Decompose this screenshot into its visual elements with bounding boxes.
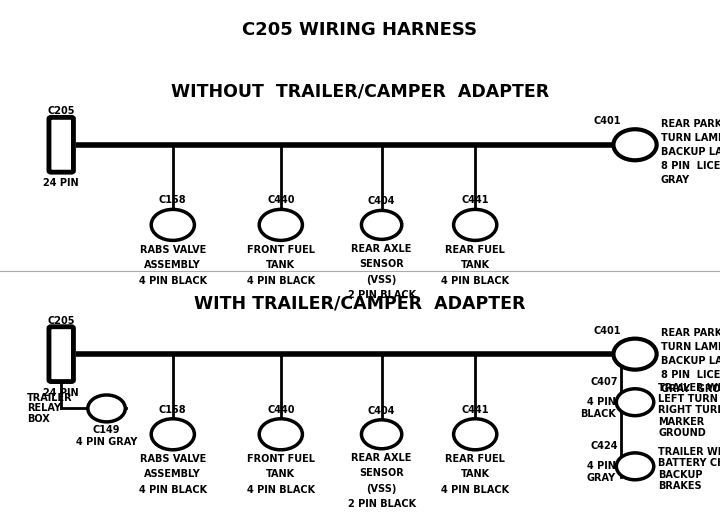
Text: WITHOUT  TRAILER/CAMPER  ADAPTER: WITHOUT TRAILER/CAMPER ADAPTER — [171, 83, 549, 101]
Text: C424: C424 — [590, 441, 618, 451]
Text: C407: C407 — [590, 377, 618, 387]
Text: C441: C441 — [462, 405, 489, 415]
Text: TRAILER WIRES: TRAILER WIRES — [658, 447, 720, 457]
Text: 4 PIN BLACK: 4 PIN BLACK — [441, 485, 509, 495]
FancyBboxPatch shape — [49, 117, 73, 172]
Text: BLACK: BLACK — [580, 408, 616, 419]
Text: 4 PIN BLACK: 4 PIN BLACK — [139, 485, 207, 495]
Text: 4 PIN BLACK: 4 PIN BLACK — [441, 276, 509, 285]
Text: C205: C205 — [48, 316, 75, 326]
Text: RABS VALVE: RABS VALVE — [140, 454, 206, 464]
Text: BACKUP LAMPS: BACKUP LAMPS — [661, 147, 720, 157]
Text: TANK: TANK — [461, 469, 490, 479]
Text: BATTERY CHARGE: BATTERY CHARGE — [658, 458, 720, 468]
Text: ASSEMBLY: ASSEMBLY — [145, 260, 201, 270]
Text: REAR FUEL: REAR FUEL — [445, 454, 505, 464]
Text: GRAY  GROUND: GRAY GROUND — [661, 384, 720, 394]
Circle shape — [151, 209, 194, 240]
Text: 8 PIN  LICENSE LAMPS: 8 PIN LICENSE LAMPS — [661, 370, 720, 381]
Text: 8 PIN  LICENSE LAMPS: 8 PIN LICENSE LAMPS — [661, 161, 720, 171]
Text: C404: C404 — [368, 196, 395, 206]
Text: C205: C205 — [48, 107, 75, 116]
Text: TRAILER: TRAILER — [27, 393, 73, 403]
Text: BACKUP: BACKUP — [658, 469, 703, 480]
Text: REAR AXLE: REAR AXLE — [351, 244, 412, 253]
Text: TRAILER WIRES: TRAILER WIRES — [658, 383, 720, 393]
Text: LEFT TURN: LEFT TURN — [658, 394, 718, 404]
Text: REAR FUEL: REAR FUEL — [445, 245, 505, 254]
Circle shape — [616, 389, 654, 416]
Circle shape — [454, 209, 497, 240]
Text: TURN LAMPS: TURN LAMPS — [661, 133, 720, 143]
Text: WITH TRAILER/CAMPER  ADAPTER: WITH TRAILER/CAMPER ADAPTER — [194, 295, 526, 313]
Text: (VSS): (VSS) — [366, 275, 397, 284]
Text: GROUND: GROUND — [658, 428, 706, 438]
Text: SENSOR: SENSOR — [359, 468, 404, 478]
Text: C441: C441 — [462, 195, 489, 205]
Circle shape — [151, 419, 194, 450]
Circle shape — [259, 419, 302, 450]
Text: RABS VALVE: RABS VALVE — [140, 245, 206, 254]
Text: C401: C401 — [593, 326, 621, 336]
Text: REAR PARK/STOP: REAR PARK/STOP — [661, 119, 720, 129]
Text: 2 PIN BLACK: 2 PIN BLACK — [348, 499, 415, 509]
Text: REAR PARK/STOP: REAR PARK/STOP — [661, 328, 720, 339]
Text: C440: C440 — [267, 405, 294, 415]
Text: C404: C404 — [368, 406, 395, 416]
Text: BRAKES: BRAKES — [658, 481, 702, 491]
Text: 24 PIN: 24 PIN — [43, 388, 79, 398]
Text: C158: C158 — [159, 195, 186, 205]
FancyBboxPatch shape — [49, 327, 73, 382]
Text: 4 PIN: 4 PIN — [587, 461, 616, 472]
Text: RELAY: RELAY — [27, 403, 61, 414]
Text: TANK: TANK — [266, 469, 295, 479]
Text: BACKUP LAMPS: BACKUP LAMPS — [661, 356, 720, 367]
Text: 2 PIN BLACK: 2 PIN BLACK — [348, 290, 415, 300]
Circle shape — [613, 129, 657, 160]
Circle shape — [361, 210, 402, 239]
Text: C149: C149 — [93, 425, 120, 435]
Text: 4 PIN GRAY: 4 PIN GRAY — [76, 437, 138, 447]
Text: ASSEMBLY: ASSEMBLY — [145, 469, 201, 479]
Text: FRONT FUEL: FRONT FUEL — [247, 245, 315, 254]
Text: SENSOR: SENSOR — [359, 259, 404, 269]
Text: (VSS): (VSS) — [366, 484, 397, 494]
Text: GRAY: GRAY — [661, 175, 690, 185]
Circle shape — [259, 209, 302, 240]
Circle shape — [454, 419, 497, 450]
Text: 4 PIN BLACK: 4 PIN BLACK — [247, 276, 315, 285]
Circle shape — [613, 339, 657, 370]
Text: C440: C440 — [267, 195, 294, 205]
Text: FRONT FUEL: FRONT FUEL — [247, 454, 315, 464]
Text: C401: C401 — [593, 116, 621, 126]
Text: C205 WIRING HARNESS: C205 WIRING HARNESS — [243, 21, 477, 39]
Text: MARKER: MARKER — [658, 417, 704, 427]
Text: TURN LAMPS: TURN LAMPS — [661, 342, 720, 353]
Text: 4 PIN BLACK: 4 PIN BLACK — [139, 276, 207, 285]
Text: GRAY: GRAY — [587, 473, 616, 483]
Text: RIGHT TURN: RIGHT TURN — [658, 405, 720, 416]
Text: BOX: BOX — [27, 414, 50, 424]
Text: 4 PIN BLACK: 4 PIN BLACK — [247, 485, 315, 495]
Text: TANK: TANK — [266, 260, 295, 270]
Circle shape — [616, 453, 654, 480]
Text: C158: C158 — [159, 405, 186, 415]
Text: REAR AXLE: REAR AXLE — [351, 453, 412, 463]
Circle shape — [361, 420, 402, 449]
Text: 4 PIN: 4 PIN — [587, 397, 616, 407]
Text: 24 PIN: 24 PIN — [43, 178, 79, 188]
Text: TANK: TANK — [461, 260, 490, 270]
Circle shape — [88, 395, 125, 422]
